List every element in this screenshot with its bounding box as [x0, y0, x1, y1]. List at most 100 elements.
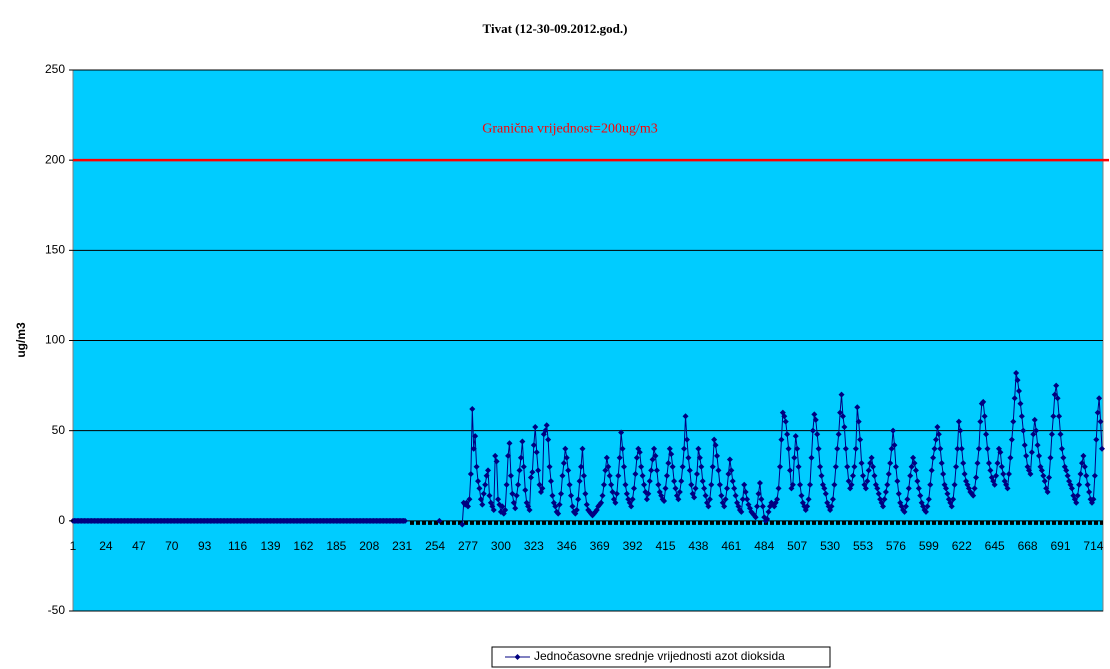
data-point [602, 467, 609, 474]
x-tick-label: 139 [260, 539, 280, 553]
x-tick-label: 346 [557, 539, 577, 553]
data-point [944, 490, 951, 497]
data-point [464, 503, 471, 510]
data-point [789, 481, 796, 488]
data-point [603, 454, 610, 461]
data-point [739, 496, 746, 503]
data-point [953, 463, 960, 470]
data-point [629, 496, 636, 503]
data-point [798, 492, 805, 499]
data-point [854, 404, 861, 411]
x-tick-label: 93 [198, 539, 212, 553]
data-point [599, 492, 606, 499]
data-point [1018, 413, 1025, 420]
data-point [475, 478, 482, 485]
data-point [678, 478, 685, 485]
data-point [522, 487, 529, 494]
x-tick-label: 300 [491, 539, 511, 553]
data-point [499, 503, 506, 510]
data-point [566, 481, 573, 488]
data-point [842, 445, 849, 452]
data-point [605, 463, 612, 470]
data-point [927, 481, 934, 488]
data-point [991, 481, 998, 488]
data-point [742, 488, 749, 495]
x-tick-label: 185 [326, 539, 346, 553]
data-point [1073, 499, 1080, 506]
data-point [606, 472, 613, 479]
data-point [612, 499, 619, 506]
data-point [811, 411, 818, 418]
data-point [545, 436, 552, 443]
data-point [661, 497, 668, 504]
data-point [1076, 481, 1083, 488]
data-point [688, 481, 695, 488]
data-point [756, 479, 763, 486]
data-point [1081, 463, 1088, 470]
x-tick-label: 70 [165, 539, 179, 553]
data-point [470, 445, 477, 452]
data-point [960, 460, 967, 467]
x-tick-label: 47 [132, 539, 146, 553]
data-point [1099, 445, 1105, 452]
data-point [848, 481, 855, 488]
data-point [636, 449, 643, 456]
data-point [526, 507, 533, 514]
data-point [1086, 488, 1093, 495]
data-point [871, 472, 878, 479]
data-point [1058, 445, 1065, 452]
data-point [645, 490, 652, 497]
data-point [987, 467, 994, 474]
data-point [955, 418, 962, 425]
data-point [754, 503, 761, 510]
data-point [559, 472, 566, 479]
data-point [535, 467, 542, 474]
data-point [940, 470, 947, 477]
y-tick-label: 250 [45, 62, 65, 76]
x-tick-label: 645 [985, 539, 1005, 553]
data-point [782, 418, 789, 425]
data-point [669, 463, 676, 470]
data-point [817, 463, 824, 470]
data-point [794, 445, 801, 452]
data-point [558, 490, 565, 497]
data-point [1054, 395, 1061, 402]
data-point [706, 496, 713, 503]
data-point [951, 481, 958, 488]
data-point [638, 463, 645, 470]
data-point [712, 442, 719, 449]
data-point [632, 470, 639, 477]
data-point [476, 485, 483, 492]
data-point [652, 452, 659, 459]
data-point [1048, 431, 1055, 438]
legend-marker [514, 654, 521, 660]
data-point [875, 490, 882, 497]
data-point [668, 451, 675, 458]
data-point [552, 503, 559, 510]
data-point [974, 460, 981, 467]
data-point [865, 467, 872, 474]
data-point [1096, 395, 1103, 402]
data-point [1094, 409, 1101, 416]
data-point [894, 478, 901, 485]
data-point [911, 460, 918, 467]
data-point [519, 438, 526, 445]
data-point [543, 422, 550, 429]
data-point [1033, 427, 1040, 434]
data-point [616, 454, 623, 461]
data-point [765, 508, 772, 515]
data-point [502, 507, 509, 514]
data-point [679, 463, 686, 470]
data-point [708, 481, 715, 488]
data-point [676, 488, 683, 495]
data-point [821, 485, 828, 492]
data-point [985, 460, 992, 467]
data-point [530, 442, 537, 449]
data-point [908, 463, 915, 470]
data-point [639, 472, 646, 479]
data-point [472, 433, 479, 440]
data-point [888, 445, 895, 452]
data-point [795, 463, 802, 470]
data-point [436, 517, 443, 524]
data-point [600, 481, 607, 488]
